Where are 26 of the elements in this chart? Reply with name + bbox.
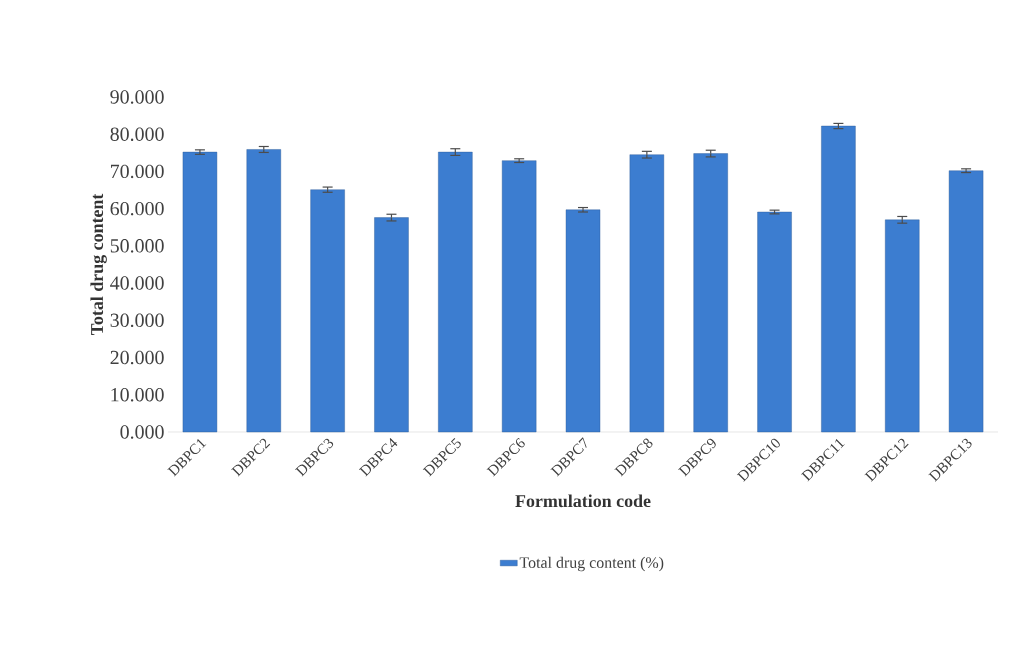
- y-tick-label: 0.000: [120, 425, 164, 439]
- bar: [310, 189, 345, 433]
- x-axis-title: Formulation code: [515, 494, 651, 508]
- y-tick-label: 50.000: [110, 239, 164, 253]
- y-tick-label: 30.000: [110, 313, 164, 328]
- y-tick-label: 90.000: [110, 90, 164, 104]
- bar: [757, 211, 792, 433]
- y-tick-label: 70.000: [111, 164, 164, 179]
- bar: [629, 154, 665, 433]
- y-tick-label: 80.000: [110, 127, 164, 141]
- bar: [182, 151, 218, 433]
- bar: [821, 125, 856, 433]
- legend-label: Total drug content (%): [519, 556, 664, 572]
- y-tick-label: 20.000: [110, 350, 164, 365]
- bar: [693, 153, 728, 433]
- bar: [438, 151, 473, 433]
- bar: [885, 219, 920, 433]
- bar: [565, 209, 601, 433]
- y-axis-title: Total drug content: [90, 193, 107, 336]
- y-tick-label: 40.000: [110, 276, 164, 290]
- bar: [948, 170, 984, 433]
- bar: [246, 149, 281, 433]
- y-tick-label: 10.000: [111, 388, 164, 402]
- bar: [501, 160, 537, 433]
- bar: [374, 217, 409, 433]
- y-tick-label: 60.000: [110, 201, 164, 216]
